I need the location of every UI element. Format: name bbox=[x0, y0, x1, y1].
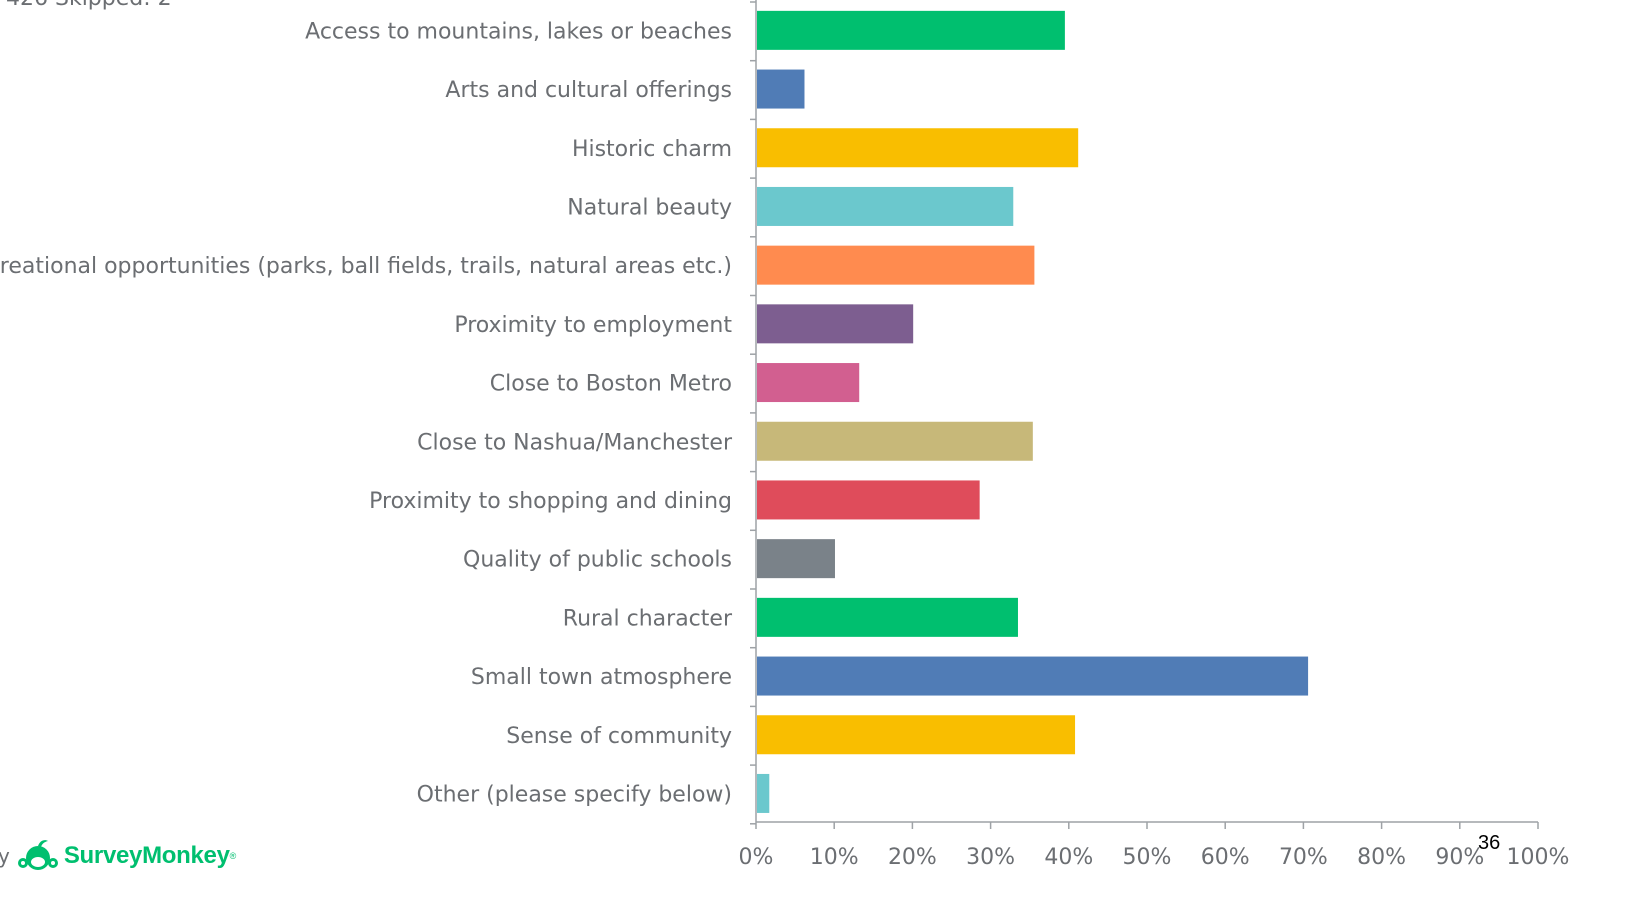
category-label: Natural beauty bbox=[567, 195, 732, 220]
category-label: Rural character bbox=[563, 606, 733, 631]
category-label: Arts and cultural offerings bbox=[445, 78, 732, 103]
footer-brand: y SurveyMonkey ® bbox=[0, 836, 236, 876]
chart-axes bbox=[750, 0, 1539, 829]
x-tick-label: 20% bbox=[888, 845, 937, 870]
chart-bars bbox=[757, 10, 1309, 813]
surveymonkey-wordmark: SurveyMonkey bbox=[63, 842, 230, 869]
x-tick-label: 100% bbox=[1507, 845, 1570, 870]
category-label: Other (please specify below) bbox=[417, 782, 732, 807]
bar bbox=[757, 363, 860, 403]
bar bbox=[757, 128, 1079, 168]
x-tick-label: 90% bbox=[1435, 845, 1484, 870]
x-tick-label: 40% bbox=[1044, 845, 1093, 870]
bar bbox=[757, 245, 1035, 285]
surveymonkey-logo-icon bbox=[17, 840, 58, 870]
bar bbox=[757, 539, 835, 579]
bar bbox=[757, 480, 980, 520]
x-tick-label: 80% bbox=[1357, 845, 1406, 870]
page-number: 36 bbox=[1478, 832, 1501, 854]
bar bbox=[757, 597, 1018, 637]
x-tick-label: 50% bbox=[1123, 845, 1172, 870]
category-label: Close to Boston Metro bbox=[490, 372, 732, 397]
bar bbox=[757, 69, 805, 109]
response-count-text: 426 Skipped: 2 bbox=[6, 0, 172, 11]
category-label: Small town atmosphere bbox=[471, 665, 732, 690]
category-label: Historic charm bbox=[572, 137, 732, 162]
category-label: Close to Nashua/Manchester bbox=[417, 430, 733, 455]
x-tick-label: 60% bbox=[1201, 845, 1250, 870]
bar bbox=[757, 773, 770, 813]
bar bbox=[757, 715, 1076, 755]
category-label: Sense of community bbox=[506, 724, 732, 749]
bar bbox=[757, 10, 1065, 50]
registered-mark: ® bbox=[229, 851, 237, 861]
bar bbox=[757, 304, 914, 344]
bar bbox=[757, 421, 1033, 461]
bar bbox=[757, 186, 1014, 226]
category-label: Access to mountains, lakes or beaches bbox=[305, 19, 732, 44]
category-label: Proximity to shopping and dining bbox=[369, 489, 732, 514]
footer-prefix-text: y bbox=[0, 844, 10, 868]
x-tick-label: 30% bbox=[966, 845, 1015, 870]
category-labels: Access to mountains, lakes or beaches Art… bbox=[0, 19, 733, 807]
x-tick-label: 10% bbox=[810, 845, 859, 870]
bar bbox=[757, 656, 1309, 696]
x-tick-label: 0% bbox=[739, 845, 774, 870]
x-tick-labels: 0% 10% 20% 30% 40% 50% 60% 70% 80% 90% 100% bbox=[739, 845, 1570, 870]
category-label: Recreational opportunities (parks, ball … bbox=[0, 254, 732, 279]
category-label: Proximity to employment bbox=[454, 313, 732, 338]
category-label: Quality of public schools bbox=[463, 548, 732, 573]
x-tick-label: 70% bbox=[1279, 845, 1328, 870]
